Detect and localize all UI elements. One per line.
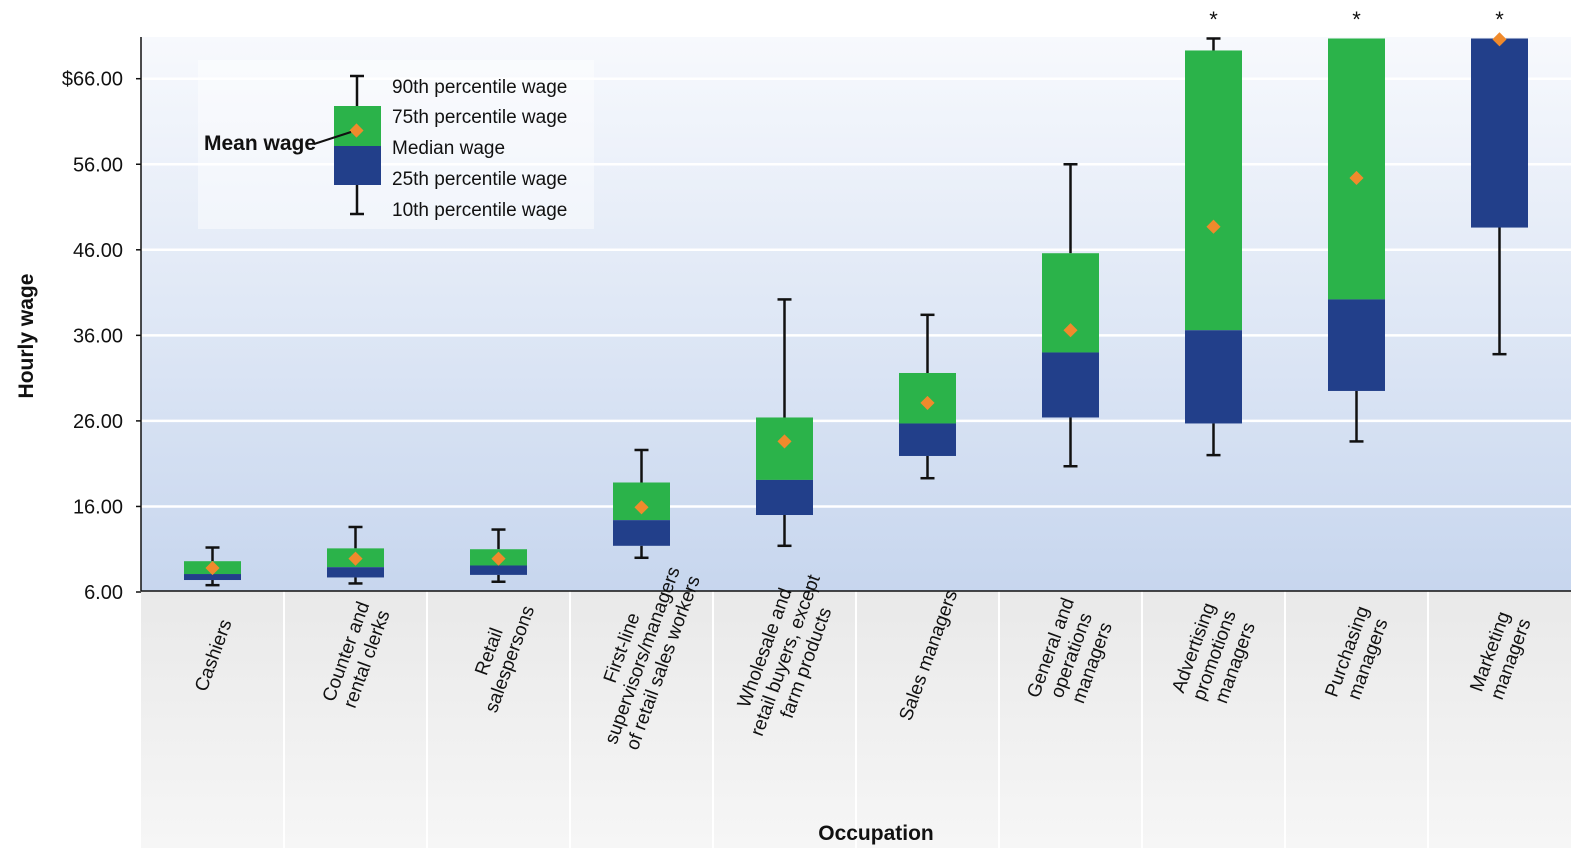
upper-box [1185,50,1242,331]
legend-mean-marker [349,123,364,138]
box-item: * [1471,7,1528,356]
mean-marker [491,551,506,566]
mean-marker [1063,323,1078,338]
mean-marker [920,395,935,411]
box-item [184,546,241,587]
y-tick-label: $66.00 [62,69,123,91]
lower-box [1471,38,1528,228]
y-tick-label: 56.00 [73,154,123,176]
box-item [899,313,956,480]
mean-marker [348,551,363,566]
box-item: * [1328,7,1385,443]
lower-box [327,567,384,578]
mean-marker [1492,32,1507,47]
lower-box [613,520,670,546]
lower-box [1185,330,1242,424]
box-item [613,448,670,560]
legend-background [198,60,594,229]
box-series: * * * [184,7,1528,587]
x-axis-title: Occupation [818,822,934,845]
upper-box [756,417,813,480]
mean-marker [777,434,792,449]
mean-marker [205,560,220,576]
y-tick-label: 16.00 [73,496,123,518]
lower-box [1042,352,1099,418]
legend-label-median: Median wage [392,138,505,159]
legend: Mean wage 90th percentile wage 75th perc… [198,60,594,229]
box-item [470,528,527,583]
y-axis-ticks: $66.00 56.00 46.00 36.00 26.00 16.00 6.00 [62,69,141,604]
legend-mean-label: Mean wage [204,132,316,155]
y-tick-label: 36.00 [73,325,123,347]
upper-box [1328,38,1385,300]
mean-marker [634,500,649,515]
exceeds-note-star: * [1209,7,1218,32]
legend-label-p75: 75th percentile wage [392,107,567,128]
exceeds-note-star: * [1352,7,1361,32]
box-item [327,525,384,585]
y-tick-label: 26.00 [73,411,123,433]
box-item: * [1185,7,1242,457]
lower-box [899,423,956,456]
legend-mean-pointer [313,131,352,145]
y-tick-label: 46.00 [73,240,123,262]
box-item [756,298,813,548]
lower-box [756,479,813,516]
lower-box [470,565,527,575]
category-label: Marketingmanagers [1466,608,1535,703]
legend-label-p10: 10th percentile wage [392,200,567,221]
category-label-text: Marketingmanagers [1466,608,1535,702]
lower-box [184,574,241,581]
legend-label-p25: 25th percentile wage [392,169,567,190]
mean-marker [1349,170,1364,186]
legend-lower-box [334,146,381,185]
mean-marker [1206,219,1221,234]
y-axis-title: Hourly wage [15,274,38,399]
box-item [1042,163,1099,468]
exceeds-note-star: * [1495,7,1504,32]
upper-box [1042,253,1099,353]
y-tick-label: 6.00 [84,582,123,604]
lower-box [1328,299,1385,391]
legend-label-p90: 90th percentile wage [392,77,567,98]
category-dividers [283,591,1429,848]
